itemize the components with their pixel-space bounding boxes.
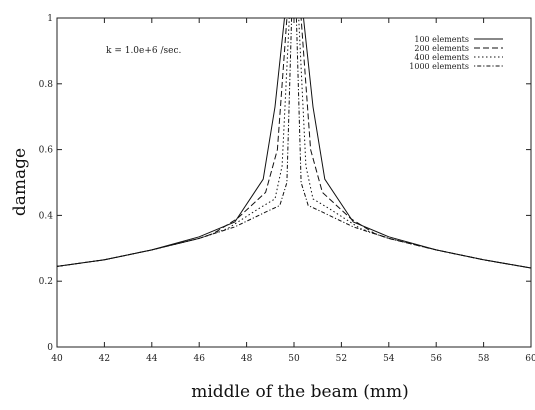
x-tick-label: 40 (51, 354, 63, 364)
y-tick-label: 0.8 (39, 80, 54, 90)
x-tick-label: 58 (478, 354, 490, 364)
chart-annotation: k = 1.0e+6 /sec. (106, 46, 182, 56)
axis-ticks: 40 42 44 46 48 50 52 54 56 58 60 0 0.2 0.4 0.6 0.8 1 (39, 14, 535, 364)
series-layer (57, 18, 531, 269)
x-tick-label: 54 (383, 354, 395, 364)
y-tick-label: 0.6 (39, 146, 54, 156)
series-line-1 (57, 18, 531, 269)
x-axis-label: middle of the beam (mm) (191, 382, 409, 402)
x-tick-label: 52 (336, 354, 347, 364)
y-tick-label: 0.4 (39, 211, 54, 221)
legend-label: 1000 elements (409, 62, 469, 71)
legend-label: 100 elements (414, 35, 469, 44)
series-line-3 (57, 18, 531, 269)
y-tick-label: 0 (47, 343, 53, 353)
x-tick-label: 46 (193, 354, 205, 364)
x-tick-label: 42 (99, 354, 110, 364)
legend-label: 200 elements (414, 44, 469, 53)
legend-label: 400 elements (414, 53, 469, 62)
x-tick-label: 50 (288, 354, 300, 364)
x-tick-label: 56 (430, 354, 442, 364)
y-tick-label: 0.2 (39, 277, 53, 287)
x-tick-label: 60 (525, 354, 535, 364)
y-axis-label: damage (10, 148, 30, 216)
y-tick-label: 1 (47, 14, 53, 24)
x-tick-label: 48 (241, 354, 253, 364)
x-tick-label: 44 (146, 354, 158, 364)
